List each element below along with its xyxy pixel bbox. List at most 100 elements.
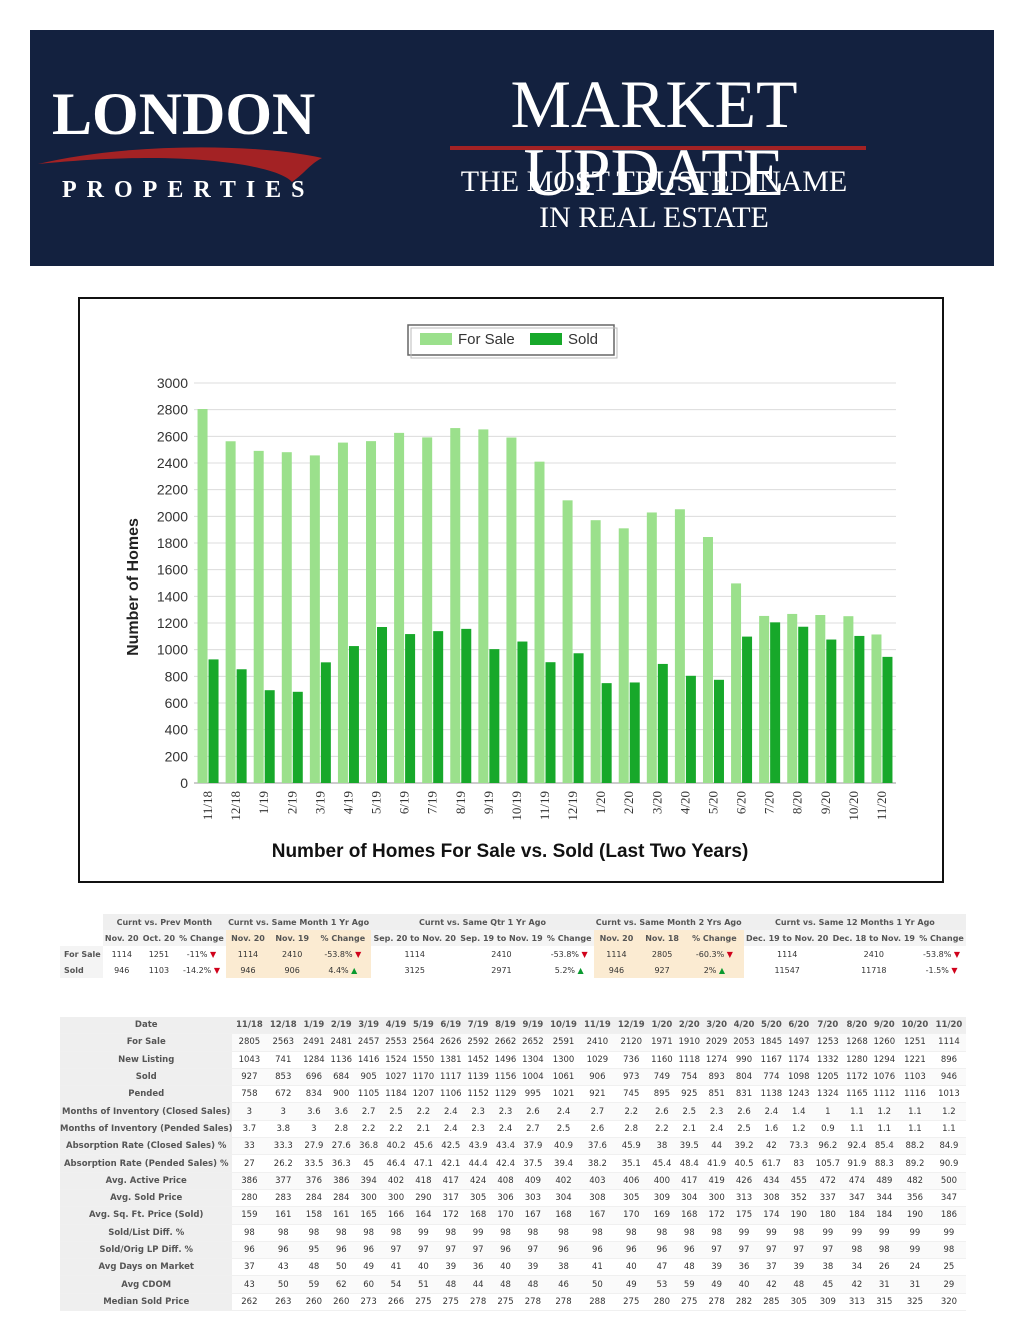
summary-cell: 1251 — [141, 946, 177, 962]
stats-row-label: Avg. Sold Price — [60, 1189, 233, 1208]
stats-cell: 98 — [266, 1224, 301, 1242]
summary-value: -11% — [186, 949, 208, 959]
stats-cell: 900 — [327, 1085, 355, 1104]
stats-cell: 49 — [614, 1275, 649, 1294]
table-row: New Listing 1043 741 1284 1136 1416 1524 1550 13… — [60, 1051, 966, 1069]
x-tick-label: 9/19 — [481, 791, 496, 814]
stats-cell: 3.7 — [232, 1120, 267, 1139]
stats-cell: 45 — [812, 1275, 844, 1294]
stats-cell: 1114 — [931, 1033, 966, 1052]
stats-cell: 745 — [614, 1085, 649, 1104]
stats-cell: 278 — [546, 1293, 581, 1312]
arrow-up-icon: ▲ — [575, 965, 584, 975]
summary-subheader: Sep. 19 to Nov. 19 — [458, 930, 545, 946]
bar-sold — [377, 627, 388, 783]
stats-cell: 46.4 — [382, 1154, 410, 1173]
stats-cell: 44 — [464, 1275, 492, 1294]
stats-date-header: 2/19 — [327, 1017, 355, 1035]
y-tick-label: 1200 — [157, 615, 188, 631]
stats-cell: 43 — [266, 1258, 301, 1277]
stats-cell: 749 — [648, 1068, 676, 1087]
x-tick-label: 4/19 — [340, 791, 355, 814]
stats-cell: 26 — [870, 1258, 898, 1277]
stats-cell: 98 — [437, 1224, 465, 1242]
stats-cell: 42.1 — [437, 1154, 465, 1173]
stats-date-header: 1/19 — [300, 1017, 328, 1035]
summary-cell: 4.4% ▲ — [314, 962, 372, 978]
stats-date-header: 9/20 — [870, 1017, 898, 1035]
stats-cell: 44 — [702, 1137, 731, 1156]
stats-cell: 946 — [931, 1068, 966, 1087]
stats-cell: 3 — [232, 1102, 267, 1121]
stats-cell: 39 — [702, 1258, 731, 1277]
stats-cell: 386 — [232, 1172, 267, 1190]
stats-cell: 2553 — [382, 1033, 410, 1052]
bar-sold — [657, 663, 668, 783]
stats-cell: 27.6 — [327, 1137, 355, 1156]
summary-subheader-row: Nov. 20 Oct. 20% Change Nov. 20 Nov. 19% Ch… — [60, 930, 966, 946]
stats-cell: 168 — [675, 1206, 703, 1225]
stats-cell: 474 — [843, 1172, 871, 1190]
stats-cell: 99 — [843, 1224, 871, 1242]
stats-cell: 260 — [327, 1293, 355, 1312]
stats-cell: 489 — [870, 1172, 898, 1190]
stats-row-label: Avg Days on Market — [60, 1258, 233, 1277]
stats-cell: 2.2 — [409, 1102, 438, 1121]
summary-value: 927 — [654, 965, 670, 975]
x-tick-label: 1/19 — [256, 791, 271, 814]
summary-subheader: Dec. 18 to Nov. 19 — [830, 930, 918, 946]
arrow-up-icon: ▲ — [348, 965, 358, 975]
stats-cell: 482 — [898, 1172, 932, 1190]
stats-cell: 31 — [898, 1275, 932, 1294]
summary-value: 1114 — [606, 949, 627, 959]
bar-sold — [545, 662, 556, 783]
stats-cell: 1.2 — [870, 1102, 898, 1121]
stats-cell: 1043 — [232, 1051, 267, 1069]
stats-cell: 306 — [491, 1189, 520, 1208]
stats-cell: 1497 — [785, 1033, 813, 1052]
x-tick-label: 4/20 — [677, 791, 692, 814]
summary-cell: 1114 — [744, 946, 831, 962]
stats-cell: 60 — [354, 1275, 383, 1294]
bar-for-sale — [281, 452, 292, 783]
bar-sold — [489, 649, 500, 783]
stats-cell: 3 — [266, 1102, 301, 1121]
stats-date-header: 8/20 — [843, 1017, 871, 1035]
stats-cell: 40 — [491, 1258, 520, 1277]
stats-cell: 42.5 — [437, 1137, 465, 1156]
stats-cell: 99 — [898, 1224, 932, 1242]
stats-cell: 167 — [519, 1206, 547, 1225]
stats-cell: 317 — [437, 1189, 465, 1208]
legend-label-for-sale: For Sale — [458, 331, 515, 348]
stats-cell: 40.5 — [730, 1154, 758, 1173]
stats-cell: 2652 — [519, 1033, 547, 1052]
stats-cell: 98 — [785, 1224, 813, 1242]
stats-cell: 36 — [730, 1258, 758, 1277]
summary-group: Curnt vs. Same Month 1 Yr Ago — [225, 914, 372, 930]
stats-cell: 1106 — [437, 1085, 465, 1104]
stats-cell: 99 — [409, 1224, 438, 1242]
summary-cell: -53.8% ▼ — [545, 946, 594, 962]
stats-cell: 280 — [232, 1189, 267, 1208]
stats-row-label: Avg CDOM — [60, 1275, 233, 1294]
stats-cell: 38 — [648, 1137, 676, 1156]
stats-cell: 98 — [843, 1241, 871, 1260]
stats-cell: 1152 — [464, 1085, 492, 1104]
stats-cell: 99 — [757, 1224, 786, 1242]
bar-for-sale — [871, 634, 882, 783]
stats-cell: 1.1 — [843, 1120, 871, 1139]
stats-cell: 1243 — [785, 1085, 813, 1104]
stats-cell: 167 — [580, 1206, 615, 1225]
stats-cell: 1.4 — [785, 1102, 813, 1121]
arrow-down-icon: ▼ — [207, 949, 217, 959]
stats-row-label: Absorption Rate (Pended Sales) % — [60, 1154, 233, 1173]
summary-value: 1114 — [404, 949, 425, 959]
stats-cell: 88.3 — [870, 1154, 898, 1173]
stats-cell: 2.4 — [491, 1120, 520, 1139]
legend-swatch-for-sale — [420, 333, 452, 345]
summary-group-header-row: Curnt vs. Prev Month Curnt vs. Same Mont… — [60, 914, 966, 930]
stats-cell: 300 — [382, 1189, 410, 1208]
stats-cell: 98 — [354, 1224, 383, 1242]
stats-cell: 2.1 — [675, 1120, 703, 1139]
stats-cell: 472 — [812, 1172, 844, 1190]
